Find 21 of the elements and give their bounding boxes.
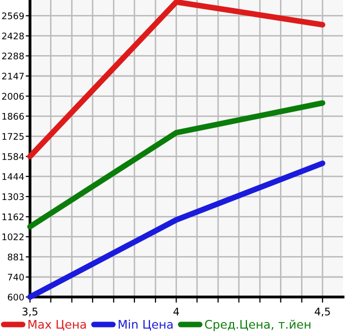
legend-label: Min Цена	[118, 320, 173, 330]
x-tick-label: 4,5	[314, 308, 330, 317]
y-tick-label: 1584	[2, 153, 24, 160]
y-tick-label: 1303	[2, 193, 24, 200]
x-tick-label: 3,5	[22, 308, 38, 317]
y-tick-label: 1866	[2, 112, 24, 120]
y-tick-label: 1444	[2, 173, 24, 180]
y-tick-label: 2006	[2, 92, 24, 100]
y-tick-label: 1162	[2, 213, 24, 220]
y-tick-label: 2569	[2, 12, 24, 20]
y-tick-label: 600	[8, 294, 24, 301]
y-tick-label: 740	[8, 274, 24, 281]
x-tick-label: 4	[173, 308, 179, 316]
y-tick-label: 881	[8, 254, 24, 260]
legend-label: Max Цена	[28, 320, 86, 330]
y-tick-label: 2288	[2, 52, 24, 60]
y-tick-label: 2147	[2, 72, 24, 80]
y-tick-label: 1022	[2, 233, 24, 240]
y-tick-label: 1725	[2, 133, 24, 140]
y-tick-label: 2428	[2, 32, 24, 40]
legend-label: Сред.Цена, т.йен	[205, 320, 310, 332]
